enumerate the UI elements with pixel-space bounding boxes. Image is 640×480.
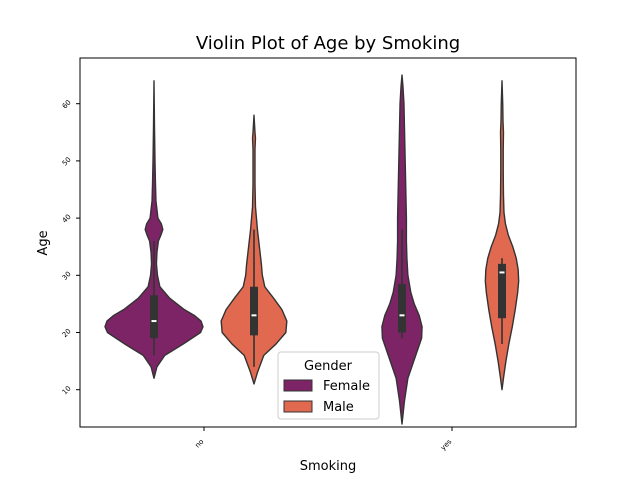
legend-swatch-male [283,400,313,413]
legend: Gender Female Male [277,351,380,420]
violin-female-no-iqr-box [150,295,158,339]
y-tick-label: 60 [61,98,73,110]
y-tick-label: 50 [61,156,73,168]
x-tick-label-yes: yes [439,438,453,452]
violin-female-no [104,80,204,379]
y-tick-label: 20 [61,327,73,339]
chart-title: Violin Plot of Age by Smoking [196,33,460,54]
x-tick-label-no: no [194,438,206,450]
legend-swatch-female [283,379,313,392]
violin-male-yes-iqr-box [498,263,506,319]
plot-area [104,74,520,425]
y-tick-label: 40 [61,213,73,225]
y-axis-label: Age [36,230,51,255]
violin-female-yes-iqr-box [398,283,406,333]
y-tick-label: 30 [61,270,73,282]
legend-label-female: Female [323,379,370,394]
x-axis-label: Smoking [300,459,357,474]
y-tick-label: 10 [61,384,73,396]
plot-frame [79,57,577,428]
violin-male-no-iqr-box [250,286,258,336]
legend-label-male: Male [323,400,354,415]
violin-male-yes [484,80,520,391]
legend-title: Gender [304,359,353,374]
